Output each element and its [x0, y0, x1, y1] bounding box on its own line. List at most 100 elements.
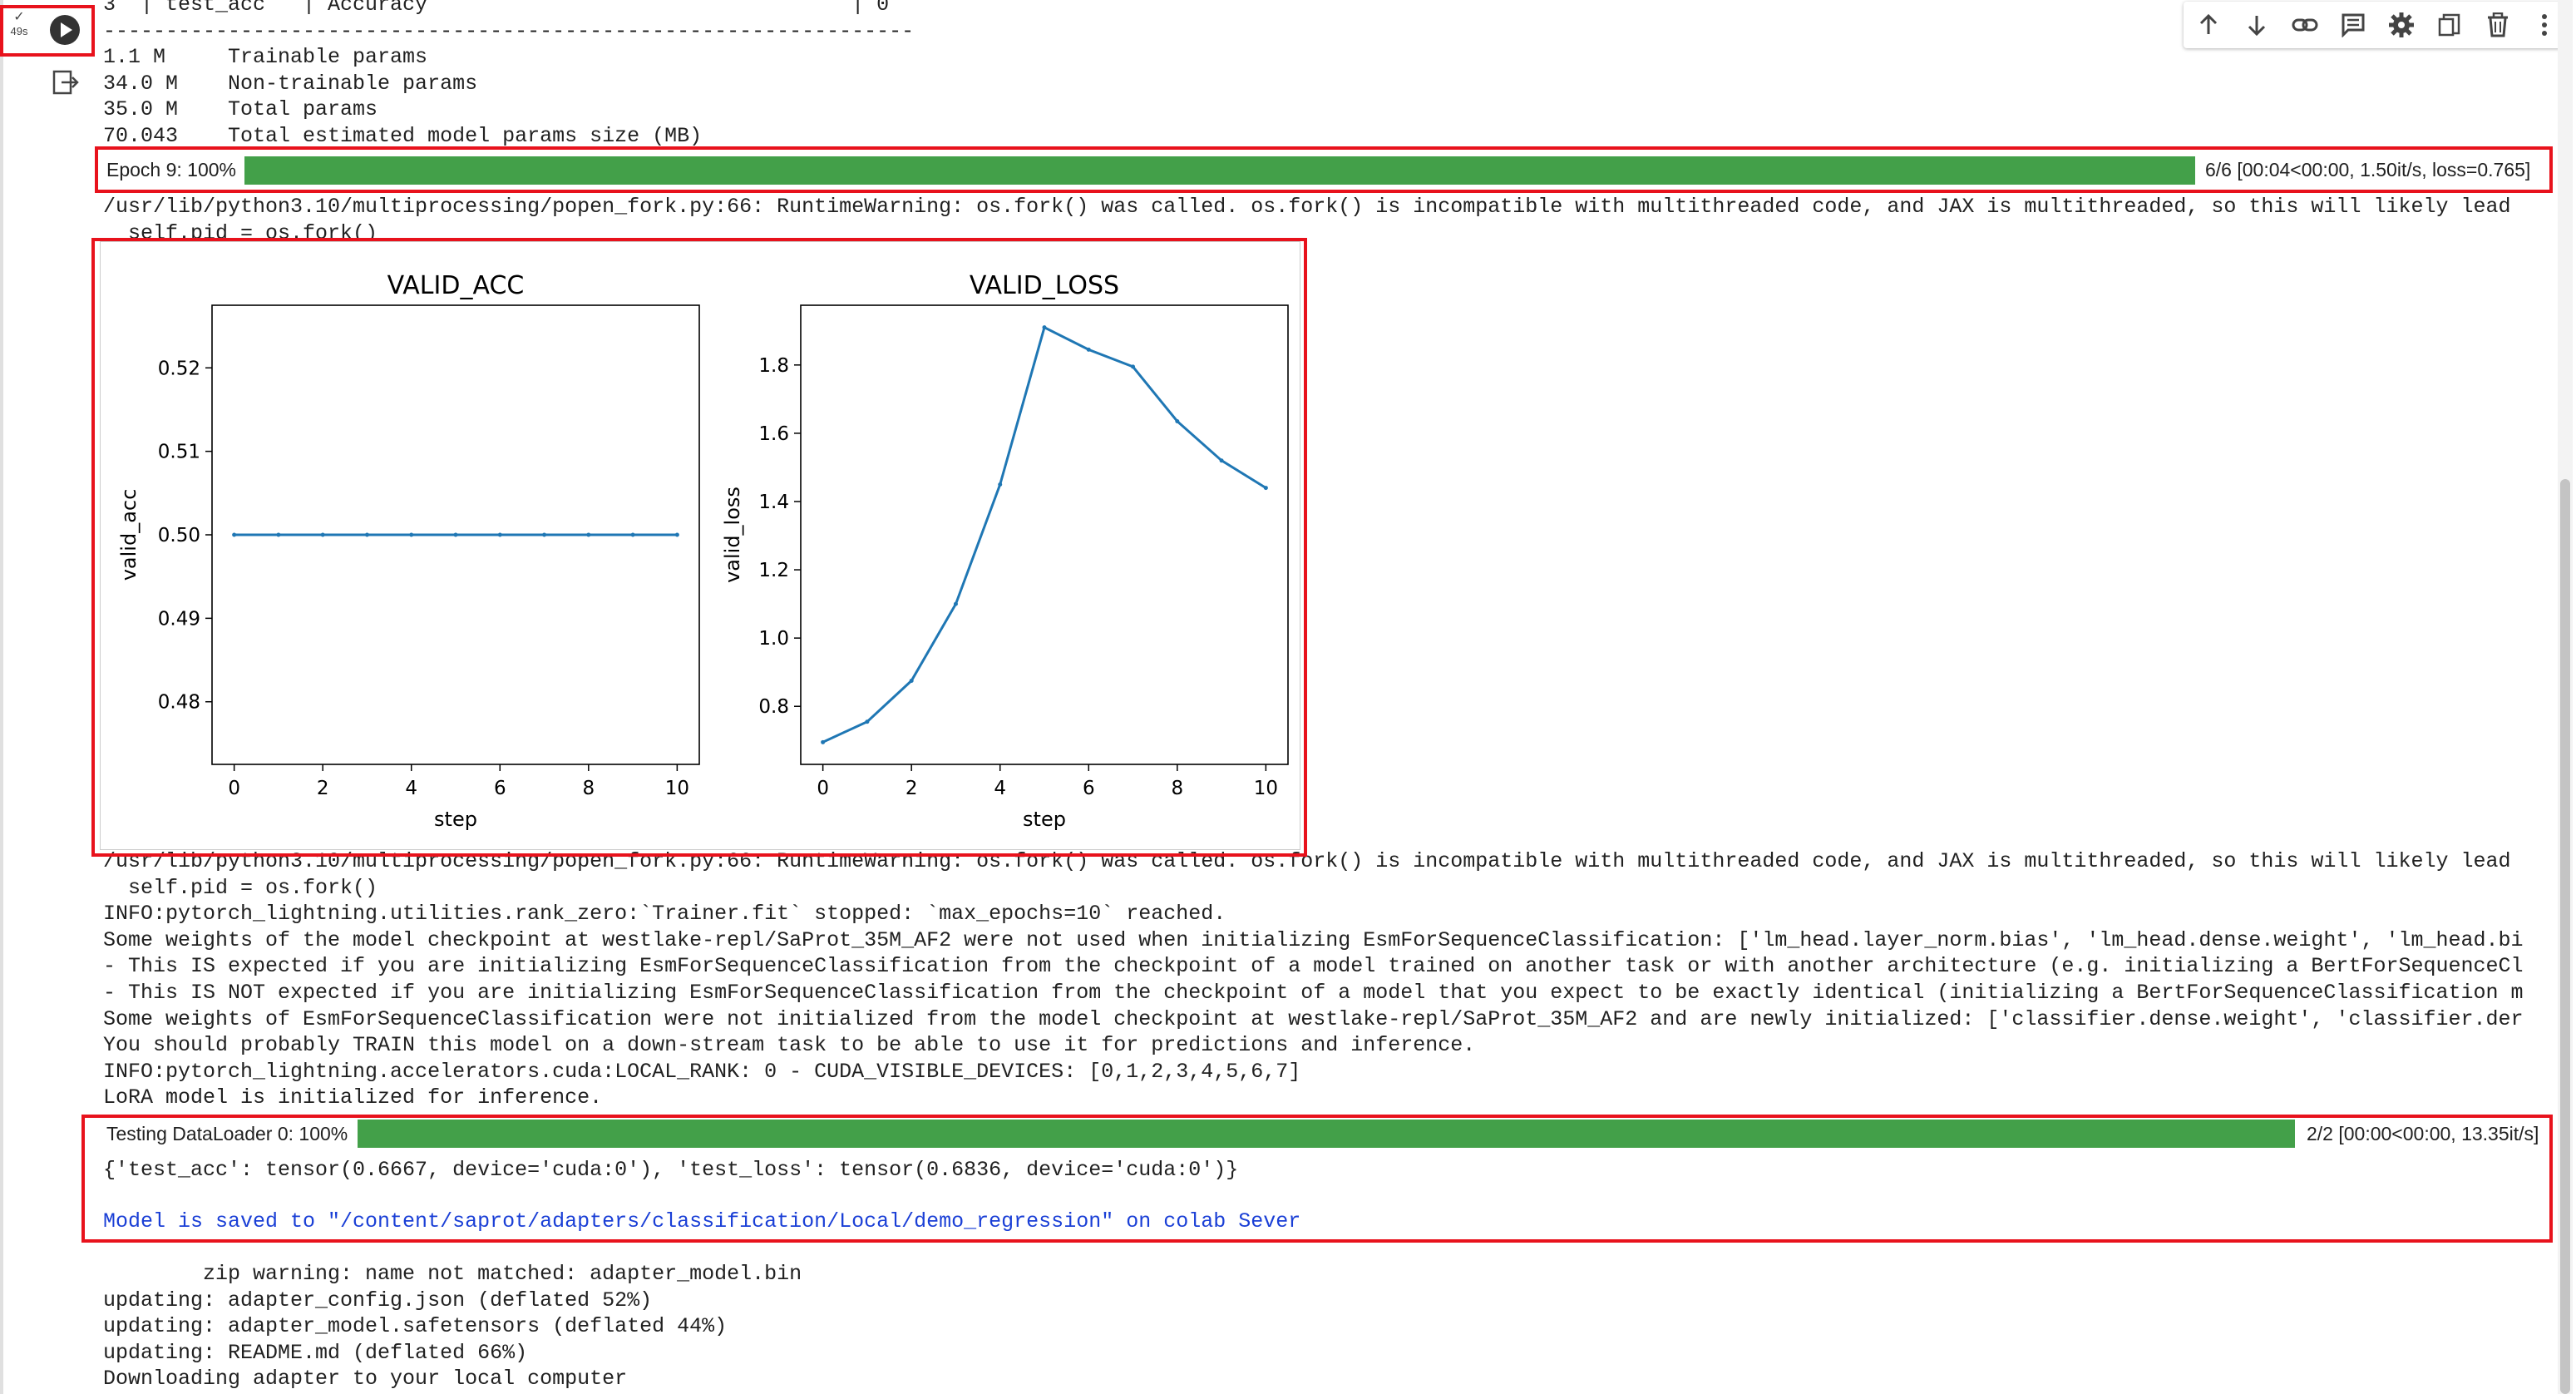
- chart0-x-tick-label: 0: [228, 778, 240, 799]
- chart1-data-point: [1131, 364, 1136, 369]
- chart0-x-tick-label: 10: [665, 778, 689, 799]
- chart0-data-point: [630, 532, 635, 537]
- output-text-mid: /usr/lib/python3.10/multiprocessing/pope…: [103, 848, 2548, 1116]
- chart1-x-tick-label: 8: [1171, 778, 1183, 799]
- gear-icon: [2389, 12, 2414, 37]
- test-result-text: {'test_acc': tensor(0.6667, device='cuda…: [103, 1158, 1239, 1182]
- chart1-data-point: [909, 678, 914, 683]
- more-actions-button[interactable]: [2528, 8, 2561, 42]
- highlight-test-results: [81, 1115, 2553, 1243]
- output-line: Downloading adapter to your local comput…: [103, 1367, 628, 1392]
- chart0-data-point: [453, 532, 458, 537]
- output-line: You should probably TRAIN this model on …: [103, 1033, 1476, 1058]
- output-line: Some weights of the model checkpoint at …: [103, 927, 2524, 952]
- exec-time: 49s: [10, 25, 28, 37]
- chart1-data-point: [821, 739, 826, 744]
- arrow-up-icon: [2199, 13, 2218, 34]
- output-line: INFO:pytorch_lightning.utilities.rank_ze…: [103, 902, 1226, 927]
- chart0-x-axis-label: step: [434, 808, 477, 831]
- chart1-series-line: [822, 325, 1267, 744]
- output-line: updating: adapter_config.json (deflated …: [103, 1288, 653, 1312]
- chart1-x-tick-label: 4: [994, 778, 1006, 799]
- output-scrollbar-thumb[interactable]: [2560, 479, 2570, 1394]
- output-line: INFO:pytorch_lightning.accelerators.cuda…: [103, 1059, 1301, 1084]
- output-line: 70.043 Total estimated model params size…: [103, 123, 703, 148]
- model-saved-message: Model is saved to "/content/saprot/adapt…: [103, 1209, 1301, 1233]
- cell-status: ✓ 49s: [5, 10, 33, 50]
- link-icon: [2292, 18, 2318, 32]
- chart1-x-tick-label: 2: [906, 778, 918, 799]
- chart1-y-tick-label: 1.2: [758, 560, 789, 581]
- chart1-data-point: [865, 719, 870, 724]
- chart0-data-point: [542, 532, 547, 537]
- chart1-y-tick-label: 0.8: [758, 696, 789, 718]
- play-icon: [50, 15, 80, 45]
- output-text-bottom: zip warning: name not matched: adapter_m…: [103, 1261, 802, 1392]
- chart0-y-tick-label: 0.49: [158, 608, 200, 630]
- chart1-data-point: [1175, 419, 1180, 424]
- chart1-data-point: [1219, 458, 1224, 463]
- epoch-progress-stats: 6/6 [00:04<00:00, 1.50it/s, loss=0.765]: [2205, 159, 2531, 180]
- chart0-data-point: [276, 532, 281, 537]
- highlight-run-area: [0, 5, 95, 57]
- output-actions-button[interactable]: [52, 68, 80, 96]
- comment-icon: [2342, 13, 2365, 37]
- epoch-progress-fill: [244, 156, 2195, 185]
- chart1-x-tick-label: 10: [1254, 778, 1278, 799]
- chart0-title: VALID_ACC: [387, 271, 525, 300]
- output-line: - This IS expected if you are initializi…: [103, 954, 2524, 979]
- mirror-cell-icon: [2438, 13, 2460, 37]
- chart1-data-point: [1086, 347, 1091, 352]
- chart0-data-point: [586, 532, 591, 537]
- output-line: - This IS NOT expected if you are initia…: [103, 980, 2524, 1005]
- chart0-y-tick-label: 0.48: [158, 692, 200, 714]
- test-progress-track: [358, 1120, 2295, 1148]
- highlight-charts-bottom-edge: [91, 853, 1307, 857]
- chart0-x-tick-label: 4: [405, 778, 417, 799]
- test-progress-fill: [358, 1120, 2295, 1148]
- chart0-y-tick-label: 0.50: [158, 525, 200, 546]
- output-line: 3 | test_acc | Accuracy | 0: [103, 0, 890, 17]
- add-comment-button[interactable]: [2337, 8, 2370, 42]
- output-warning: /usr/lib/python3.10/multiprocessing/pope…: [103, 194, 2510, 242]
- test-progress-stats: 2/2 [00:00<00:00, 13.35it/s]: [2307, 1123, 2539, 1144]
- cell-gutter: [0, 0, 3, 1394]
- output-line: self.pid = os.fork(): [103, 875, 378, 900]
- chart1-x-tick-label: 0: [817, 778, 829, 799]
- chart1-title: VALID_LOSS: [970, 271, 1119, 300]
- output-scrollbar-track[interactable]: [2558, 0, 2573, 1394]
- cell-settings-button[interactable]: [2385, 8, 2418, 42]
- highlight-epoch-bar: [95, 146, 2553, 193]
- chart0-y-tick-label: 0.51: [158, 442, 200, 463]
- check-icon: ✓: [13, 10, 25, 24]
- run-cell-button[interactable]: [48, 13, 81, 47]
- chart1-y-tick-label: 1.0: [758, 628, 789, 650]
- mirror-cell-button[interactable]: [2433, 8, 2466, 42]
- epoch-progress-track: [244, 156, 2195, 185]
- output-line: ----------------------------------------…: [103, 18, 915, 43]
- charts-panel: VALID_ACC 0 2 4 6 8 10 0.48 0.49 0.50 0.51 0.52 step…: [100, 241, 1300, 850]
- output-line: /usr/lib/python3.10/multiprocessing/pope…: [103, 195, 2511, 219]
- chart1-data-point: [953, 601, 958, 606]
- more-vert-icon: [2542, 14, 2547, 36]
- chart0-data-point: [409, 532, 414, 537]
- chart1-y-tick-label: 1.8: [758, 355, 789, 377]
- chart1-data-point: [1263, 486, 1268, 491]
- epoch-progress-label: Epoch 9: 100%: [106, 159, 237, 180]
- chart1-data-point: [1042, 325, 1047, 330]
- chart0-x-tick-label: 8: [582, 778, 595, 799]
- move-cell-up-button[interactable]: [2192, 8, 2225, 42]
- chart0-data-point: [232, 532, 237, 537]
- output-line: updating: adapter_model.safetensors (def…: [103, 1314, 728, 1339]
- test-progress-label: Testing DataLoader 0: 100%: [106, 1123, 348, 1144]
- copy-link-button[interactable]: [2288, 8, 2322, 42]
- chart0-x-tick-label: 6: [494, 778, 506, 799]
- arrow-down-icon: [2248, 16, 2266, 37]
- move-cell-down-button[interactable]: [2240, 8, 2273, 42]
- output-icon: [52, 70, 79, 95]
- chart1-data-point: [998, 482, 1003, 487]
- output-line: updating: README.md (deflated 66%): [103, 1340, 528, 1365]
- output-line: Some weights of EsmForSequenceClassifica…: [103, 1006, 2524, 1031]
- delete-cell-button[interactable]: [2481, 8, 2514, 42]
- chart1-x-axis-label: step: [1023, 808, 1066, 831]
